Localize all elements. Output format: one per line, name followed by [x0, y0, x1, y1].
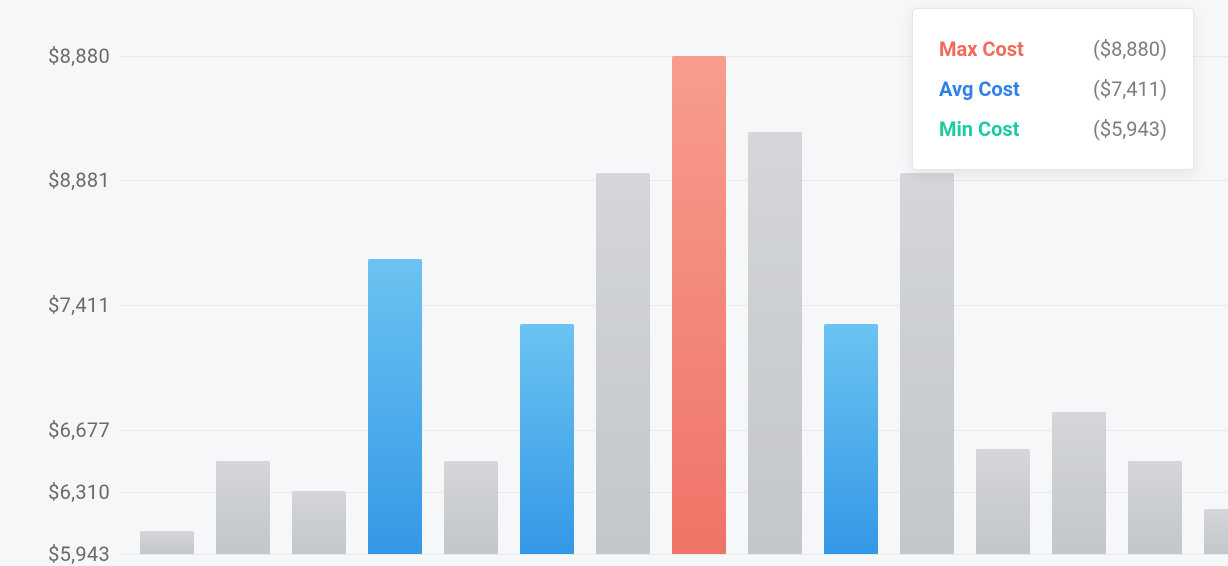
bar: [900, 173, 954, 554]
legend-row: Min Cost ($5,943): [939, 109, 1167, 149]
bar: [672, 56, 726, 554]
y-axis-label: $8,880: [0, 44, 110, 68]
bar: [596, 173, 650, 554]
bar: [1128, 461, 1182, 554]
bar: [444, 461, 498, 554]
bar: [216, 461, 270, 554]
legend-row: Max Cost ($8,880): [939, 29, 1167, 69]
y-axis-label: $6,310: [0, 480, 110, 504]
cost-legend: Max Cost ($8,880) Avg Cost ($7,411) Min Cost…: [912, 8, 1194, 170]
legend-name: Min Cost: [939, 119, 1019, 139]
cost-bar-chart: $8,880$8,881$7,411$6,677$6,310$5,943 Max…: [0, 0, 1228, 554]
y-axis-label: $6,677: [0, 418, 110, 442]
bar: [1052, 412, 1106, 554]
bar: [976, 449, 1030, 554]
bar: [140, 531, 194, 554]
bar: [292, 491, 346, 554]
gridline: [120, 554, 1228, 555]
bar: [824, 324, 878, 554]
bar: [1204, 509, 1228, 554]
y-axis-label: $5,943: [0, 542, 110, 566]
legend-name: Avg Cost: [939, 79, 1020, 99]
bar: [368, 259, 422, 554]
bar: [520, 324, 574, 554]
legend-value: ($7,411): [1093, 79, 1167, 99]
legend-name: Max Cost: [939, 39, 1024, 59]
y-axis-label: $8,881: [0, 168, 110, 192]
y-axis-label: $7,411: [0, 293, 110, 317]
legend-value: ($5,943): [1093, 119, 1167, 139]
legend-value: ($8,880): [1093, 39, 1167, 59]
legend-row: Avg Cost ($7,411): [939, 69, 1167, 109]
bar: [748, 132, 802, 554]
